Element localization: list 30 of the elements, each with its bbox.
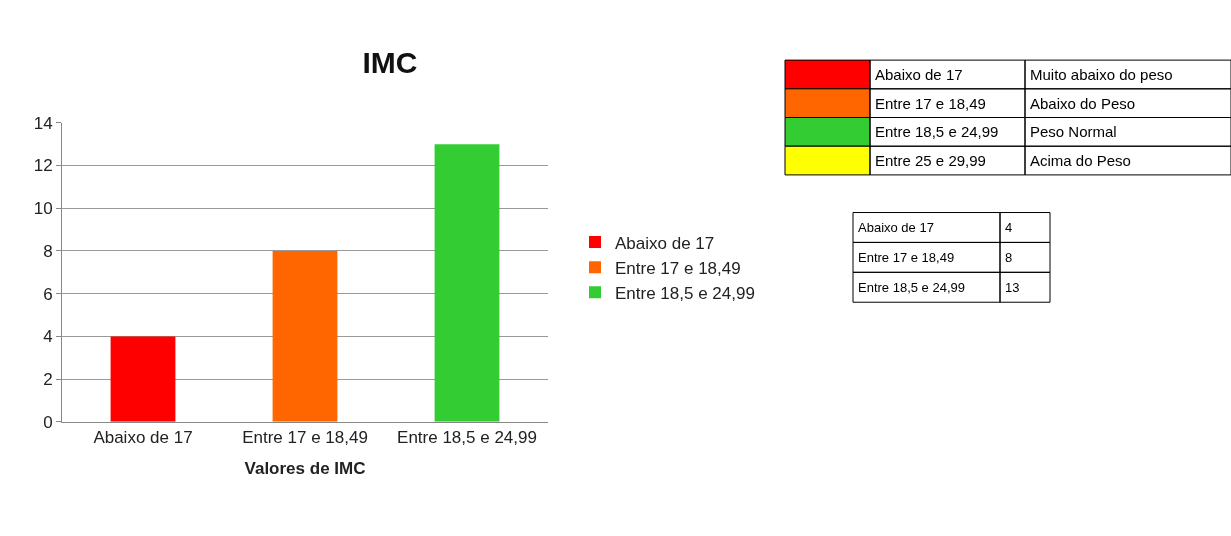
text: Entre 17 e 18,49	[875, 95, 986, 112]
legend-label: Entre 17 e 18,49	[615, 258, 741, 278]
y-tick-label: 12	[33, 156, 53, 176]
text: Entre 18,5 e 24,99	[858, 280, 965, 295]
text: Peso Normal	[1030, 123, 1117, 140]
y-tick-label: 0	[43, 412, 53, 432]
chart-title: IMC	[362, 45, 418, 79]
text: Abaixo de 17	[858, 220, 934, 235]
y-tick-label: 2	[43, 370, 53, 390]
y-tick-label: 4	[43, 327, 53, 347]
y-tick-label: 8	[43, 241, 53, 261]
text: Acima do Peso	[1030, 152, 1131, 169]
x-axis-title: Valores de IMC	[244, 458, 366, 478]
text: Abaixo do Peso	[1030, 95, 1136, 112]
x-tick-label: Entre 18,5 e 24,99	[397, 428, 537, 448]
text: Entre 18,5 e 24,99	[875, 123, 999, 140]
text: 8	[1005, 250, 1013, 265]
x-tick-label: Entre 17 e 18,49	[242, 428, 368, 448]
y-tick-label: 10	[33, 199, 53, 219]
text: 4	[1005, 220, 1013, 235]
legend-label: Entre 18,5 e 24,99	[615, 283, 755, 303]
x-tick-label: Abaixo de 17	[93, 428, 193, 448]
text: Abaixo de 17	[875, 66, 963, 83]
text: Entre 17 e 18,49	[858, 250, 955, 265]
legend-label: Abaixo de 17	[615, 233, 715, 253]
text: 13	[1005, 280, 1020, 295]
y-tick-label: 14	[33, 113, 53, 133]
text: Entre 25 e 29,99	[875, 152, 986, 169]
text: Muito abaixo do peso	[1030, 66, 1173, 83]
y-tick-label: 6	[43, 284, 53, 304]
